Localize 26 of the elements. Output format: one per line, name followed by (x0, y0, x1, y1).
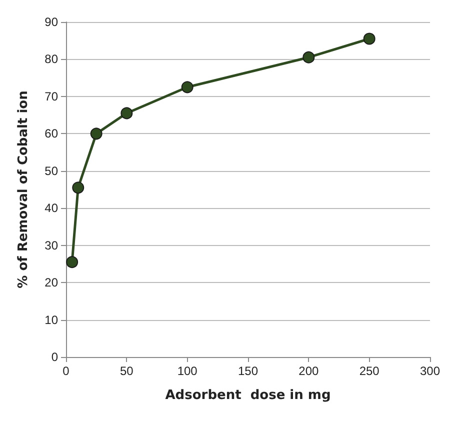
point (181, 81, 194, 94)
x-tick-label: 250 (359, 364, 380, 378)
y-tick-label: 10 (44, 312, 58, 327)
point (90, 128, 102, 140)
y-tick-label: 60 (44, 126, 58, 141)
y-axis-title: % of Removal of Cobalt ion (16, 90, 31, 288)
point (302, 51, 315, 64)
y-tick-label: 80 (44, 52, 58, 66)
y-tick-label: 40 (44, 201, 58, 216)
y-tick-label: 70 (44, 89, 58, 104)
y-tick-label: 20 (44, 276, 58, 290)
x-tick-label: 200 (298, 364, 319, 378)
point (66, 256, 78, 268)
point (120, 107, 133, 120)
y-tick-label: 90 (44, 15, 58, 29)
x-tick-label: 0 (62, 364, 70, 378)
x-tick-label: 50 (120, 364, 134, 378)
x-tick-label: 100 (177, 364, 198, 378)
x-tick-label: 150 (238, 364, 258, 378)
y-tick-label: 30 (44, 238, 58, 252)
point (72, 182, 84, 194)
x-tick-label: 300 (420, 364, 440, 378)
point (363, 32, 376, 45)
y-tick-label: 0 (51, 350, 58, 364)
y-tick-label: 50 (44, 164, 58, 178)
x-axis-title: Adsorbent dose in mg (165, 388, 331, 403)
